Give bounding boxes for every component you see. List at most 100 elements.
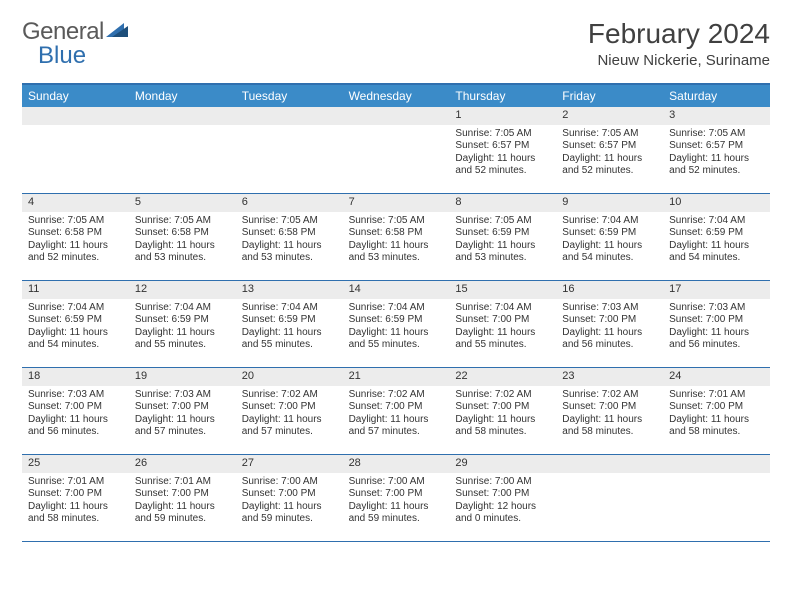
day-day2: and 55 minutes. [242, 339, 337, 352]
day-body: Sunrise: 7:02 AMSunset: 7:00 PMDaylight:… [449, 386, 556, 443]
day-number: 5 [129, 194, 236, 212]
day-cell [556, 455, 663, 541]
weekday-sunday: Sunday [22, 85, 129, 107]
day-number: 12 [129, 281, 236, 299]
day-sunset: Sunset: 7:00 PM [669, 401, 764, 414]
day-sunset: Sunset: 6:58 PM [349, 227, 444, 240]
day-body: Sunrise: 7:04 AMSunset: 6:59 PMDaylight:… [236, 299, 343, 356]
day-day2: and 52 minutes. [669, 165, 764, 178]
day-day1: Daylight: 12 hours [455, 501, 550, 514]
day-number-empty [343, 107, 450, 125]
day-number: 28 [343, 455, 450, 473]
day-number: 9 [556, 194, 663, 212]
day-number: 21 [343, 368, 450, 386]
day-sunrise: Sunrise: 7:04 AM [349, 302, 444, 315]
day-body: Sunrise: 7:03 AMSunset: 7:00 PMDaylight:… [663, 299, 770, 356]
day-sunrise: Sunrise: 7:02 AM [455, 389, 550, 402]
day-body: Sunrise: 7:05 AMSunset: 6:58 PMDaylight:… [22, 212, 129, 269]
week-row: 25Sunrise: 7:01 AMSunset: 7:00 PMDayligh… [22, 455, 770, 542]
day-number-empty [236, 107, 343, 125]
day-cell: 8Sunrise: 7:05 AMSunset: 6:59 PMDaylight… [449, 194, 556, 280]
day-body: Sunrise: 7:04 AMSunset: 6:59 PMDaylight:… [556, 212, 663, 269]
day-cell: 16Sunrise: 7:03 AMSunset: 7:00 PMDayligh… [556, 281, 663, 367]
day-sunrise: Sunrise: 7:03 AM [562, 302, 657, 315]
page-header: General February 2024 Nieuw Nickerie, Su… [22, 18, 770, 69]
day-sunset: Sunset: 6:59 PM [135, 314, 230, 327]
day-day2: and 56 minutes. [669, 339, 764, 352]
day-number-empty [129, 107, 236, 125]
day-day2: and 59 minutes. [349, 513, 444, 526]
day-day2: and 59 minutes. [242, 513, 337, 526]
day-body: Sunrise: 7:04 AMSunset: 6:59 PMDaylight:… [22, 299, 129, 356]
day-day1: Daylight: 11 hours [562, 240, 657, 253]
day-cell: 12Sunrise: 7:04 AMSunset: 6:59 PMDayligh… [129, 281, 236, 367]
day-cell [663, 455, 770, 541]
day-sunrise: Sunrise: 7:05 AM [562, 128, 657, 141]
weekday-friday: Friday [556, 85, 663, 107]
brand-part2: Blue [38, 42, 86, 70]
day-number: 6 [236, 194, 343, 212]
day-cell: 29Sunrise: 7:00 AMSunset: 7:00 PMDayligh… [449, 455, 556, 541]
day-number: 20 [236, 368, 343, 386]
day-number: 14 [343, 281, 450, 299]
day-cell: 4Sunrise: 7:05 AMSunset: 6:58 PMDaylight… [22, 194, 129, 280]
day-body: Sunrise: 7:01 AMSunset: 7:00 PMDaylight:… [663, 386, 770, 443]
day-day1: Daylight: 11 hours [28, 240, 123, 253]
day-day1: Daylight: 11 hours [242, 240, 337, 253]
weekday-thursday: Thursday [449, 85, 556, 107]
day-cell: 14Sunrise: 7:04 AMSunset: 6:59 PMDayligh… [343, 281, 450, 367]
day-day1: Daylight: 11 hours [242, 501, 337, 514]
day-body: Sunrise: 7:04 AMSunset: 6:59 PMDaylight:… [129, 299, 236, 356]
title-block: February 2024 Nieuw Nickerie, Suriname [588, 18, 770, 69]
day-cell: 22Sunrise: 7:02 AMSunset: 7:00 PMDayligh… [449, 368, 556, 454]
day-number: 18 [22, 368, 129, 386]
day-cell: 15Sunrise: 7:04 AMSunset: 7:00 PMDayligh… [449, 281, 556, 367]
day-day1: Daylight: 11 hours [349, 501, 444, 514]
day-day2: and 57 minutes. [349, 426, 444, 439]
day-day2: and 54 minutes. [669, 252, 764, 265]
day-sunset: Sunset: 6:58 PM [242, 227, 337, 240]
day-number: 4 [22, 194, 129, 212]
day-number: 26 [129, 455, 236, 473]
day-day1: Daylight: 11 hours [135, 240, 230, 253]
day-cell: 17Sunrise: 7:03 AMSunset: 7:00 PMDayligh… [663, 281, 770, 367]
logo-triangle-icon [106, 18, 128, 46]
day-sunrise: Sunrise: 7:03 AM [28, 389, 123, 402]
day-day2: and 55 minutes. [135, 339, 230, 352]
day-cell [22, 107, 129, 193]
day-sunset: Sunset: 6:58 PM [135, 227, 230, 240]
day-day2: and 52 minutes. [562, 165, 657, 178]
day-sunset: Sunset: 6:59 PM [455, 227, 550, 240]
day-number: 8 [449, 194, 556, 212]
day-body: Sunrise: 7:01 AMSunset: 7:00 PMDaylight:… [22, 473, 129, 530]
day-sunrise: Sunrise: 7:05 AM [135, 215, 230, 228]
day-day1: Daylight: 11 hours [349, 327, 444, 340]
day-sunset: Sunset: 6:57 PM [455, 140, 550, 153]
day-day1: Daylight: 11 hours [562, 153, 657, 166]
day-body: Sunrise: 7:03 AMSunset: 7:00 PMDaylight:… [556, 299, 663, 356]
day-body: Sunrise: 7:05 AMSunset: 6:59 PMDaylight:… [449, 212, 556, 269]
day-day1: Daylight: 11 hours [135, 327, 230, 340]
day-day2: and 0 minutes. [455, 513, 550, 526]
day-number: 7 [343, 194, 450, 212]
day-number: 27 [236, 455, 343, 473]
day-day1: Daylight: 11 hours [349, 240, 444, 253]
day-sunset: Sunset: 7:00 PM [562, 314, 657, 327]
day-day1: Daylight: 11 hours [135, 414, 230, 427]
day-cell [236, 107, 343, 193]
day-sunrise: Sunrise: 7:01 AM [669, 389, 764, 402]
day-number-empty [22, 107, 129, 125]
day-day2: and 58 minutes. [28, 513, 123, 526]
weeks-container: 1Sunrise: 7:05 AMSunset: 6:57 PMDaylight… [22, 107, 770, 542]
day-body: Sunrise: 7:05 AMSunset: 6:58 PMDaylight:… [129, 212, 236, 269]
day-sunrise: Sunrise: 7:04 AM [135, 302, 230, 315]
day-number: 2 [556, 107, 663, 125]
day-cell: 13Sunrise: 7:04 AMSunset: 6:59 PMDayligh… [236, 281, 343, 367]
day-cell: 1Sunrise: 7:05 AMSunset: 6:57 PMDaylight… [449, 107, 556, 193]
day-sunrise: Sunrise: 7:02 AM [562, 389, 657, 402]
day-sunset: Sunset: 7:00 PM [135, 401, 230, 414]
day-number: 3 [663, 107, 770, 125]
day-sunrise: Sunrise: 7:05 AM [455, 215, 550, 228]
day-sunrise: Sunrise: 7:02 AM [242, 389, 337, 402]
day-body: Sunrise: 7:02 AMSunset: 7:00 PMDaylight:… [343, 386, 450, 443]
